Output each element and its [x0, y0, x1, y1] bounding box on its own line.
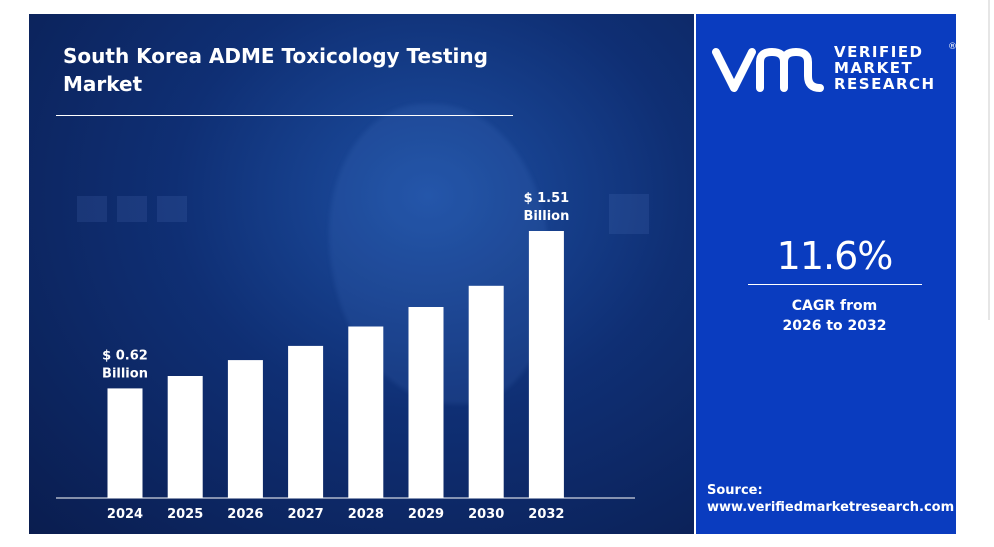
bar-2029	[408, 307, 444, 498]
registered-mark: ®	[948, 42, 957, 52]
scrollbar[interactable]	[988, 0, 990, 320]
data-label-unit-2032: Billion	[523, 209, 569, 224]
tick-label-2032: 2032	[528, 507, 564, 522]
source-note: Source: www.verifiedmarketresearch.com	[707, 482, 954, 516]
chart-panel: South Korea ADME Toxicology Testing Mark…	[29, 14, 694, 534]
infographic: South Korea ADME Toxicology Testing Mark…	[29, 14, 957, 534]
tick-label-2026: 2026	[227, 507, 263, 522]
brand-name: VERIFIED MARKET RESEARCH	[834, 44, 936, 92]
background-decor-4	[609, 194, 649, 234]
cagr-label-line1: CAGR from	[791, 298, 878, 314]
tick-label-2029: 2029	[408, 507, 444, 522]
brand-name-line1: VERIFIED	[834, 43, 924, 61]
tick-label-2024: 2024	[107, 507, 143, 522]
title-divider	[56, 115, 513, 116]
info-panel: VERIFIED MARKET RESEARCH ® 11.6% CAGR fr…	[696, 14, 957, 534]
bar-2026	[227, 360, 263, 498]
brand-name-line3: RESEARCH	[834, 75, 936, 93]
background-decor-3	[157, 196, 187, 222]
brand-logo: VERIFIED MARKET RESEARCH ®	[712, 42, 957, 102]
data-labels-group: $ 0.62 Billion $ 1.51 Billion	[102, 191, 569, 381]
background-decor-2	[117, 196, 147, 222]
cagr-value: 11.6%	[776, 234, 894, 278]
brand-name-line2: MARKET	[834, 59, 914, 77]
source-label: Source:	[707, 483, 763, 498]
bar-chart: 2024 2025 2026 2027 2028 2029 2030 2032 $ 0.62 B…	[56, 191, 635, 522]
data-label-value-2032: $ 1.51	[524, 191, 570, 206]
cagr-label: CAGR from 2026 to 2032	[696, 296, 973, 336]
tick-label-2025: 2025	[167, 507, 203, 522]
tick-labels-group: 2024 2025 2026 2027 2028 2029 2030 2032	[107, 507, 565, 522]
tick-label-2030: 2030	[468, 507, 504, 522]
tick-label-2027: 2027	[288, 507, 324, 522]
bar-2025	[167, 376, 203, 498]
data-label-unit-2024: Billion	[102, 366, 148, 381]
bar-2024	[107, 388, 143, 498]
bar-2030	[468, 285, 504, 498]
tick-label-2028: 2028	[348, 507, 384, 522]
cagr-label-line2: 2026 to 2032	[782, 318, 887, 334]
background-decor-1	[77, 196, 107, 222]
data-label-value-2024: $ 0.62	[102, 348, 148, 363]
bar-2028	[348, 326, 384, 498]
bar-2027	[288, 345, 324, 498]
cagr-divider	[748, 284, 922, 285]
vmr-logo-icon	[712, 47, 824, 92]
bar-2032	[528, 231, 564, 498]
source-url[interactable]: www.verifiedmarketresearch.com	[707, 500, 955, 515]
bars-group	[107, 231, 564, 498]
chart-title: South Korea ADME Toxicology Testing Mark…	[63, 44, 488, 96]
